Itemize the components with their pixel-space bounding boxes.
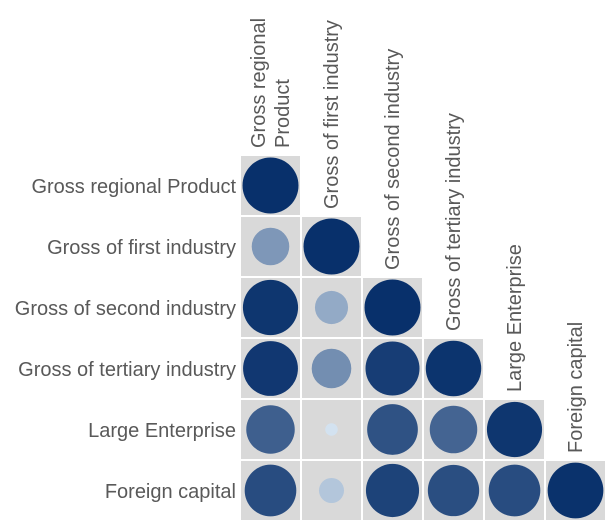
- correlation-circle: [318, 477, 345, 504]
- correlation-circle: [243, 341, 298, 396]
- column-label: Gross of second industry: [381, 48, 404, 270]
- correlation-circle: [251, 227, 290, 266]
- correlation-circle: [364, 279, 421, 336]
- correlation-circle: [325, 423, 338, 436]
- correlation-circle: [547, 462, 604, 519]
- correlation-circle: [367, 404, 418, 455]
- row-label: Foreign capital: [104, 480, 236, 503]
- correlation-circle: [486, 401, 543, 458]
- correlation-circle: [365, 463, 420, 518]
- row-label: Gross of first industry: [47, 236, 236, 259]
- correlation-circle: [488, 464, 541, 517]
- row-label: Gross regional Product: [31, 175, 236, 198]
- correlation-circle: [242, 279, 299, 336]
- correlation-circle: [429, 405, 478, 454]
- row-label: Gross of tertiary industry: [18, 358, 236, 381]
- correlation-circle: [242, 157, 299, 214]
- correlation-circle: [314, 290, 349, 325]
- correlation-circle: [244, 464, 297, 517]
- column-label: Foreign capital: [564, 321, 587, 453]
- correlation-circle: [303, 218, 360, 275]
- cell-grid: [241, 156, 605, 520]
- row-label: Large Enterprise: [88, 419, 236, 442]
- column-label: Large Enterprise: [503, 244, 526, 392]
- correlation-circle: [425, 340, 482, 397]
- correlation-circle: [246, 405, 295, 454]
- correlation-circle: [427, 464, 480, 517]
- column-label: Gross of first industry: [320, 20, 343, 209]
- column-label: Gross regional Product: [247, 17, 294, 148]
- column-label: Gross of tertiary industry: [442, 113, 465, 331]
- correlation-circle: [311, 348, 352, 389]
- correlation-circles: [242, 157, 604, 519]
- correlation-circle: [365, 341, 420, 396]
- row-label: Gross of second industry: [14, 297, 236, 320]
